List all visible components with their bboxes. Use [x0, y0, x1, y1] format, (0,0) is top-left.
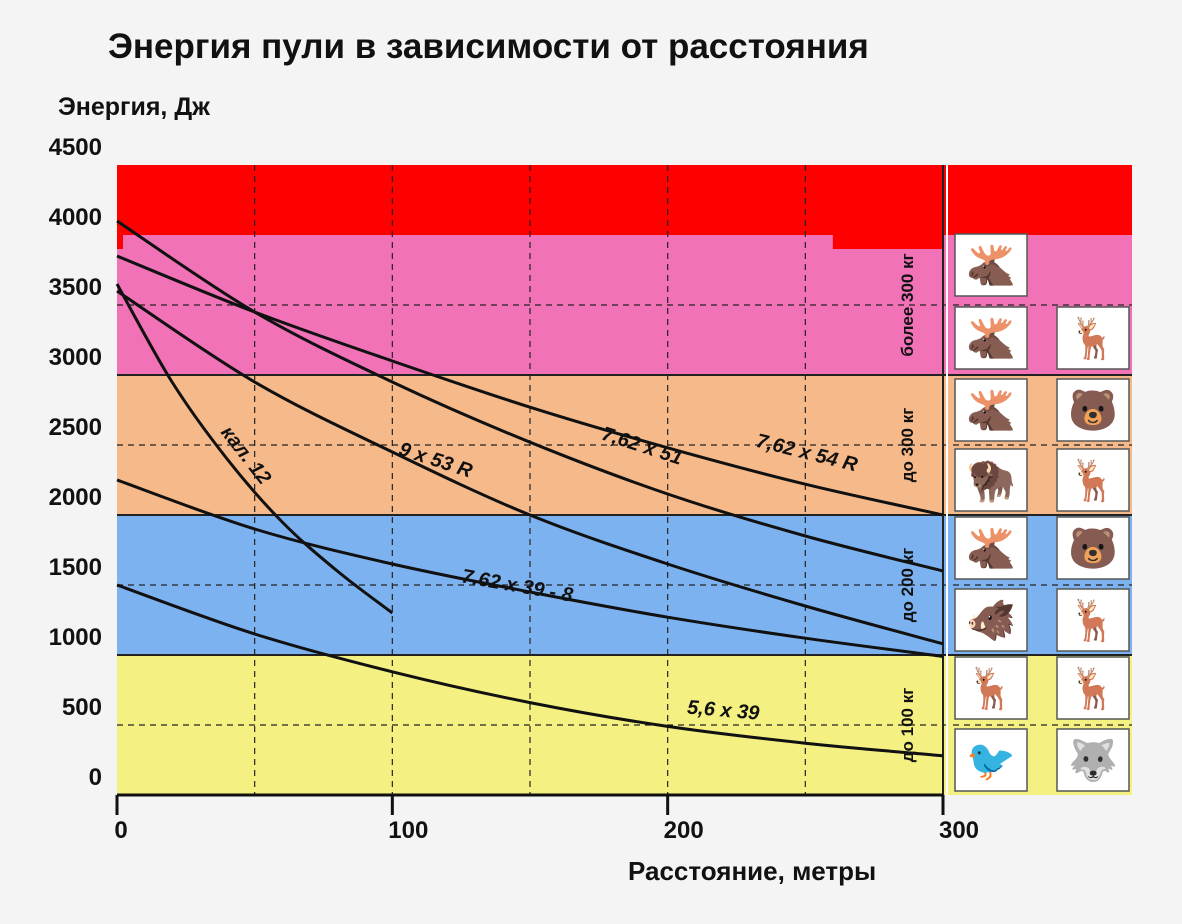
bear-icon: 🐻 [1056, 378, 1130, 442]
icon-frame [1056, 728, 1130, 792]
moose-icon: 🫎 [954, 306, 1028, 370]
y-tick-label: 1000 [49, 624, 102, 651]
x-tick-label: 0 [114, 817, 127, 844]
moose-icon: 🫎 [954, 233, 1028, 297]
series-line-0 [115, 283, 394, 615]
bear-icon: 🐻 [1056, 516, 1130, 580]
icon-frame [954, 588, 1028, 652]
moose-icon-glyph: 🫎 [966, 527, 1016, 571]
grouse-icon-glyph: 🐦 [966, 739, 1016, 783]
series-line-4 [116, 478, 944, 658]
deer-icon-glyph: 🦌 [1068, 597, 1118, 643]
icon-frame [954, 378, 1028, 442]
y-tick-label: 4500 [49, 134, 102, 161]
bear-icon-glyph: 🐻 [1068, 524, 1118, 571]
deer-icon: 🦌 [954, 656, 1028, 720]
grouse-icon: 🐦 [954, 728, 1028, 792]
ticks-layer: 0 500 1000 1500 2000 2500 3000 3500 4000 4500 0 100… [49, 134, 979, 844]
zone-band-0 [117, 165, 1132, 235]
deer-icon-glyph: 🦌 [1068, 315, 1118, 361]
chart-title: Энергия пули в зависимости от расстояния [108, 27, 869, 66]
icon-frame [1056, 588, 1130, 652]
icon-frame [954, 233, 1028, 297]
icon-frame [954, 306, 1028, 370]
grid-layer [117, 165, 1132, 795]
y-tick-label: 4000 [49, 204, 102, 231]
deer-icon-glyph: 🦌 [1068, 457, 1118, 503]
zone-label: до 200 кг [898, 548, 917, 623]
series-line-1 [116, 289, 944, 646]
deer-icon-glyph: 🦌 [966, 665, 1016, 711]
axes-layer [115, 793, 945, 815]
zone-label: более 300 кг [898, 253, 917, 356]
y-tick-label: 2000 [49, 484, 102, 511]
zone-label: до 300 кг [898, 408, 917, 483]
bison-icon-glyph: 🦬 [966, 459, 1016, 503]
series-line-5 [116, 583, 944, 758]
y-tick-label: 3500 [49, 274, 102, 301]
x-tick-label: 200 [664, 817, 704, 844]
y-axis-label: Энергия, Дж [58, 93, 210, 121]
x-tick-label: 100 [388, 817, 428, 844]
boar-icon: 🐗 [954, 588, 1028, 652]
y-tick-label: 1500 [49, 554, 102, 581]
y-tick-label: 0 [89, 764, 102, 791]
reindeer-icon-glyph: 🦌 [1068, 665, 1118, 711]
right-panel: более 300 кг до 300 кг до 200 кг до 100 кг 🫎… [898, 165, 1130, 795]
zone-step-left [117, 235, 123, 249]
deer-icon: 🦌 [1056, 588, 1130, 652]
deer-icon: 🦌 [1056, 448, 1130, 512]
wolf-icon-glyph: 🐺 [1068, 737, 1118, 783]
series-layer [115, 219, 944, 758]
moose-icon: 🫎 [954, 516, 1028, 580]
icon-frame [954, 656, 1028, 720]
boar-icon-glyph: 🐗 [966, 597, 1016, 643]
series-line-3 [116, 254, 944, 517]
icon-frame [954, 448, 1028, 512]
icon-frame [1056, 378, 1130, 442]
wolf-icon: 🐺 [1056, 728, 1130, 792]
x-tick-label: 300 [939, 817, 979, 844]
bear-icon-glyph: 🐻 [1068, 386, 1118, 433]
reindeer-icon: 🦌 [1056, 656, 1130, 720]
moose-icon-glyph: 🫎 [966, 317, 1016, 361]
moose-icon: 🫎 [954, 378, 1028, 442]
moose-icon-glyph: 🫎 [966, 389, 1016, 433]
icon-frame [1056, 306, 1130, 370]
moose-icon-glyph: 🫎 [966, 244, 1016, 288]
zone-label: до 100 кг [898, 688, 917, 763]
icon-frame [1056, 448, 1130, 512]
x-axis-label: Расстояние, метры [628, 856, 876, 886]
y-tick-label: 500 [62, 694, 102, 721]
zone-step [832, 235, 943, 249]
y-tick-label: 2500 [49, 414, 102, 441]
icon-frame [1056, 656, 1130, 720]
bison-icon: 🦬 [954, 448, 1028, 512]
icon-frame [954, 516, 1028, 580]
icon-frame [954, 728, 1028, 792]
deer-icon: 🦌 [1056, 306, 1130, 370]
icon-frame [1056, 516, 1130, 580]
y-tick-label: 3000 [49, 344, 102, 371]
